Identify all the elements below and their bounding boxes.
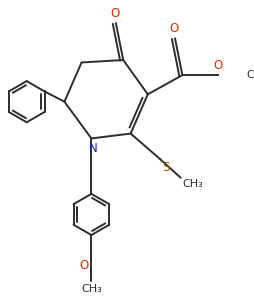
Text: O: O: [169, 22, 179, 35]
Text: CH₃: CH₃: [81, 284, 102, 294]
Text: CH₃: CH₃: [183, 179, 203, 189]
Text: O: O: [80, 259, 89, 272]
Text: S: S: [163, 161, 170, 174]
Text: O: O: [213, 59, 222, 72]
Text: N: N: [89, 142, 98, 155]
Text: O: O: [110, 7, 120, 20]
Text: CH₃: CH₃: [247, 70, 254, 80]
